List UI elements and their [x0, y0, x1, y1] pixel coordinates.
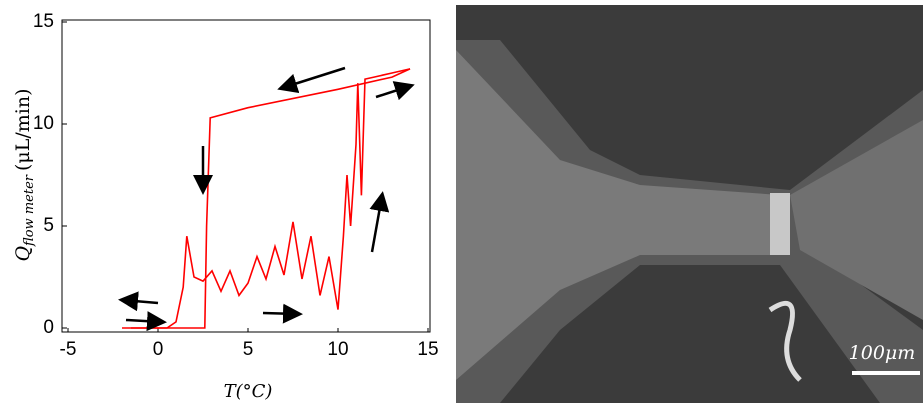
annotation-arrows — [118, 66, 415, 332]
y-tick-label: 10 — [33, 113, 54, 134]
line-series — [131, 68, 411, 329]
y-label-subscript: flow meter — [22, 174, 37, 247]
y-tick-label: 5 — [43, 215, 54, 236]
debris — [768, 300, 802, 382]
x-axis-label: T(°C) — [224, 381, 273, 402]
arrow — [369, 191, 390, 253]
line-series — [122, 68, 411, 329]
x-tick-label: 15 — [417, 339, 438, 360]
y-label-unit: (μL/min) — [12, 88, 34, 171]
scale-bar-label: 100μm — [849, 342, 916, 364]
y-tick-label: 0 — [43, 317, 54, 338]
y-axis-label: Qflow meter (μL/min) — [12, 88, 37, 261]
arrow — [262, 303, 303, 324]
arrow — [277, 66, 346, 93]
arrow — [375, 81, 415, 101]
x-tick-label: -5 — [60, 339, 77, 360]
arrow — [118, 291, 159, 312]
channel-fill — [456, 50, 780, 380]
micrograph: 100μm — [456, 5, 923, 403]
interface — [770, 193, 790, 255]
x-tick-label: 10 — [327, 339, 348, 360]
outlet — [790, 120, 923, 320]
x-tick-label: 0 — [153, 339, 164, 360]
plot-area — [61, 19, 431, 333]
x-tick-label: 5 — [243, 339, 254, 360]
y-tick-label: 15 — [33, 11, 54, 32]
y-label-symbol: Q — [12, 246, 34, 262]
arrow — [125, 311, 167, 332]
chart: -5 0 5 10 15 0 5 10 15 T(°C) Qflow meter (μL/min) — [12, 11, 439, 402]
